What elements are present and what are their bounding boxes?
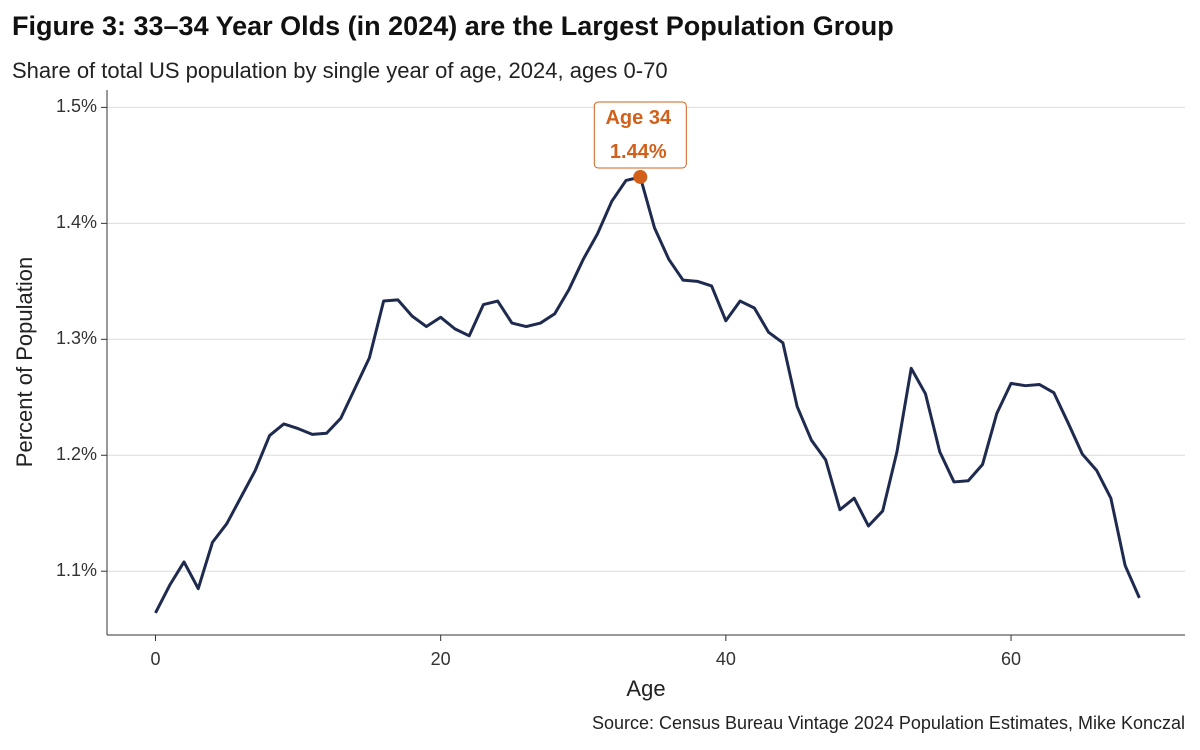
annotation-value: 1.44% bbox=[610, 141, 667, 163]
x-tick-label: 40 bbox=[716, 649, 736, 669]
x-tick-label: 20 bbox=[431, 649, 451, 669]
source-note: Source: Census Bureau Vintage 2024 Popul… bbox=[592, 713, 1185, 733]
chart-title: Figure 3: 33–34 Year Olds (in 2024) are … bbox=[12, 11, 894, 41]
x-axis-label: Age bbox=[626, 676, 665, 701]
y-tick-label: 1.4% bbox=[56, 212, 97, 232]
x-tick-label: 0 bbox=[150, 649, 160, 669]
annotation-box bbox=[593, 101, 687, 169]
chart-subtitle: Share of total US population by single y… bbox=[12, 58, 668, 83]
data-line bbox=[154, 175, 1141, 614]
y-tick-label: 1.1% bbox=[56, 560, 97, 580]
y-tick-label: 1.3% bbox=[56, 328, 97, 348]
x-tick-label: 60 bbox=[1001, 649, 1021, 669]
y-tick-label: 1.5% bbox=[56, 96, 97, 116]
y-tick-label: 1.2% bbox=[56, 444, 97, 464]
y-axis-label: Percent of Population bbox=[12, 257, 37, 467]
peak-marker bbox=[633, 169, 648, 184]
annotation-label: Age 34 bbox=[605, 107, 671, 129]
